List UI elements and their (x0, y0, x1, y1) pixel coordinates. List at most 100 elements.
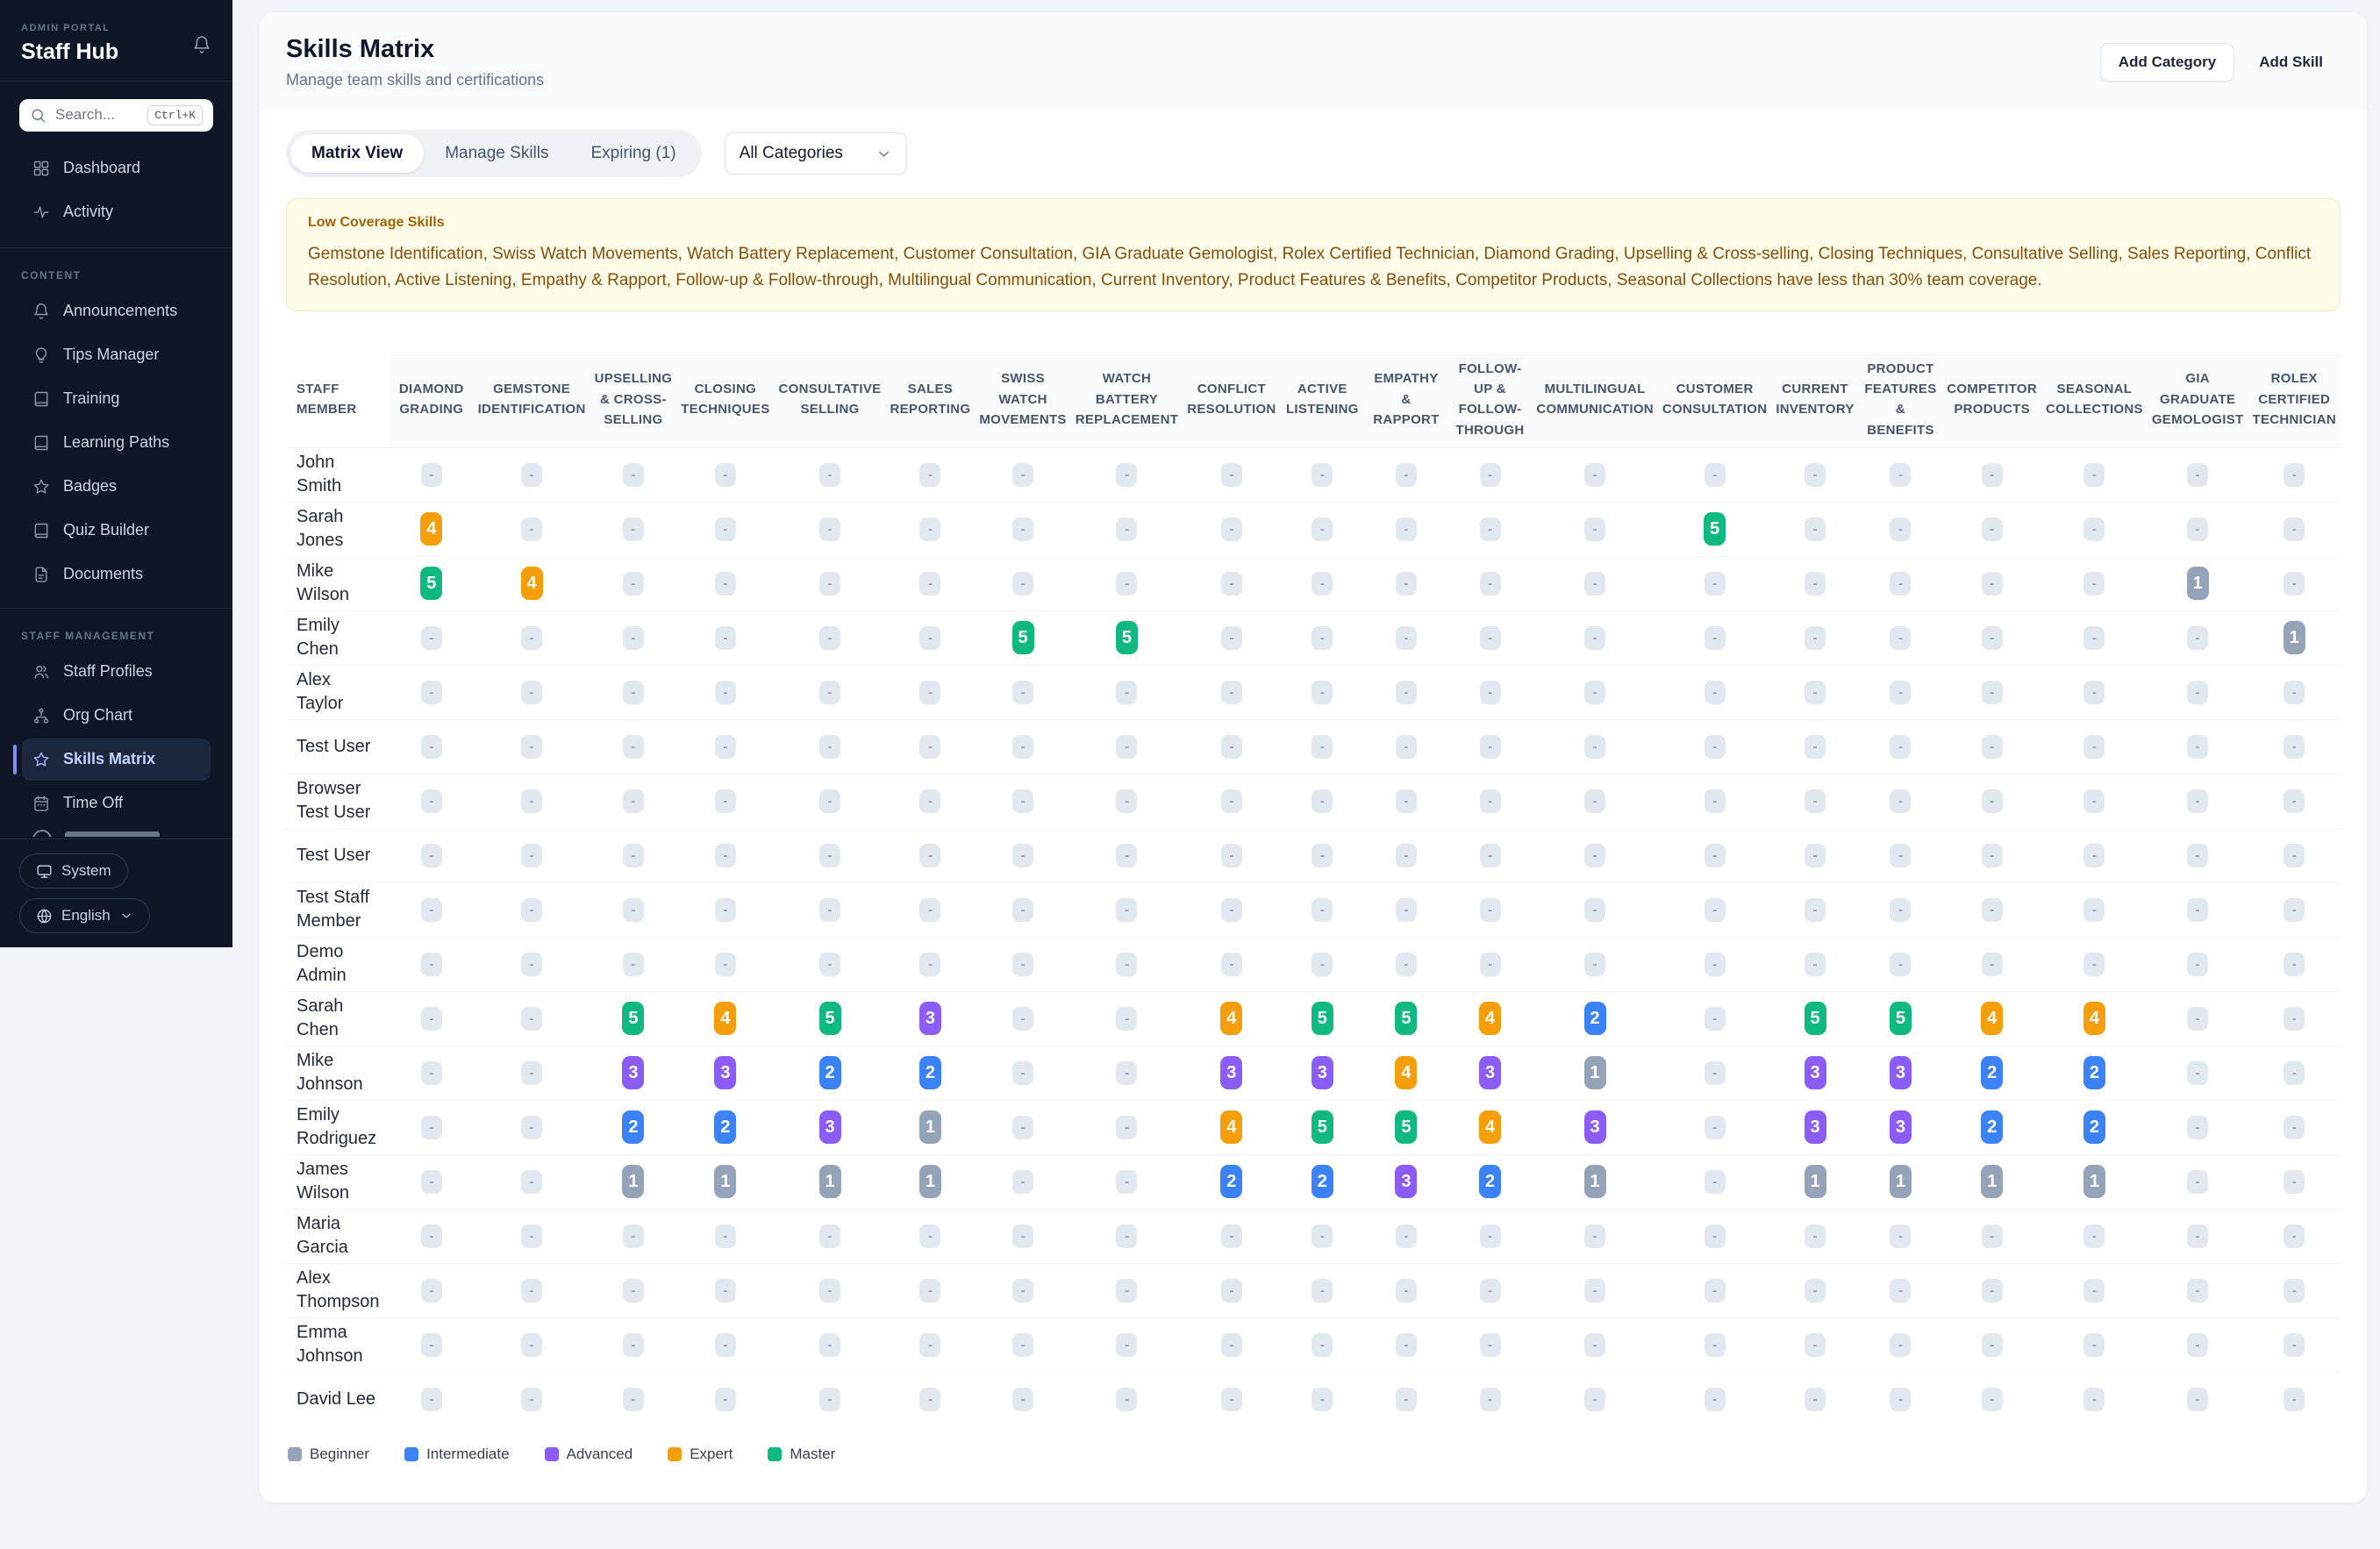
skill-level-badge[interactable]: 3 (1220, 1056, 1243, 1090)
empty-skill-badge[interactable]: - (1312, 571, 1333, 596)
sidebar-item-tips-manager[interactable]: Tips Manager (22, 334, 211, 376)
empty-skill-badge[interactable]: - (1479, 1387, 1501, 1411)
empty-skill-badge[interactable]: - (2187, 1224, 2209, 1248)
empty-skill-badge[interactable]: - (1395, 625, 1417, 650)
empty-skill-badge[interactable]: - (2187, 1332, 2209, 1357)
skill-level-badge[interactable]: 2 (2083, 1110, 2105, 1145)
empty-skill-badge[interactable]: - (1890, 789, 1912, 813)
empty-skill-badge[interactable]: - (919, 1387, 941, 1411)
empty-skill-badge[interactable]: - (1012, 1332, 1034, 1357)
empty-skill-badge[interactable]: - (1981, 952, 2003, 976)
empty-skill-badge[interactable]: - (1805, 625, 1826, 650)
empty-skill-badge[interactable]: - (1805, 734, 1826, 759)
empty-skill-badge[interactable]: - (819, 1278, 841, 1303)
empty-skill-badge[interactable]: - (1012, 1278, 1034, 1303)
empty-skill-badge[interactable]: - (521, 1006, 543, 1031)
empty-skill-badge[interactable]: - (1479, 462, 1501, 487)
empty-skill-badge[interactable]: - (919, 1332, 941, 1357)
empty-skill-badge[interactable]: - (1805, 1387, 1826, 1411)
skill-level-badge[interactable]: 1 (1583, 1165, 1606, 1199)
empty-skill-badge[interactable]: - (1220, 897, 1242, 922)
skill-level-badge[interactable]: 1 (818, 1165, 841, 1199)
empty-skill-badge[interactable]: - (2284, 1060, 2305, 1085)
empty-skill-badge[interactable]: - (1981, 680, 2003, 704)
empty-skill-badge[interactable]: - (2083, 625, 2105, 650)
search-input[interactable]: Search... Ctrl+K (19, 99, 213, 132)
empty-skill-badge[interactable]: - (1805, 517, 1826, 541)
empty-skill-badge[interactable]: - (2083, 1278, 2105, 1303)
skill-level-badge[interactable]: 4 (1479, 1002, 1502, 1036)
sidebar-item-learning-paths[interactable]: Learning Paths (22, 422, 211, 464)
empty-skill-badge[interactable]: - (1704, 680, 1726, 704)
empty-skill-badge[interactable]: - (2187, 680, 2209, 704)
empty-skill-badge[interactable]: - (1584, 680, 1606, 704)
tab-matrix-view[interactable]: Matrix View (290, 134, 425, 173)
skill-level-badge[interactable]: 3 (1804, 1056, 1826, 1090)
empty-skill-badge[interactable]: - (1116, 1115, 1138, 1139)
empty-skill-badge[interactable]: - (1981, 1278, 2003, 1303)
empty-skill-badge[interactable]: - (714, 625, 736, 650)
empty-skill-badge[interactable]: - (819, 517, 841, 541)
empty-skill-badge[interactable]: - (1584, 1278, 1606, 1303)
empty-skill-badge[interactable]: - (1704, 1224, 1726, 1248)
skill-level-badge[interactable]: 1 (918, 1165, 941, 1199)
empty-skill-badge[interactable]: - (1012, 734, 1034, 759)
empty-skill-badge[interactable]: - (1479, 789, 1501, 813)
empty-skill-badge[interactable]: - (2187, 1387, 2209, 1411)
empty-skill-badge[interactable]: - (420, 462, 442, 487)
skill-level-badge[interactable]: 2 (714, 1110, 737, 1145)
empty-skill-badge[interactable]: - (1805, 1224, 1826, 1248)
empty-skill-badge[interactable]: - (622, 843, 644, 867)
empty-skill-badge[interactable]: - (1116, 1278, 1138, 1303)
empty-skill-badge[interactable]: - (1395, 1387, 1417, 1411)
empty-skill-badge[interactable]: - (1805, 897, 1826, 922)
empty-skill-badge[interactable]: - (1220, 1278, 1242, 1303)
skill-level-badge[interactable]: 1 (714, 1165, 737, 1199)
empty-skill-badge[interactable]: - (2083, 1387, 2105, 1411)
empty-skill-badge[interactable]: - (819, 571, 841, 596)
empty-skill-badge[interactable]: - (2083, 789, 2105, 813)
sidebar-item-time-off[interactable]: Time Off (22, 782, 211, 824)
empty-skill-badge[interactable]: - (1395, 952, 1417, 976)
empty-skill-badge[interactable]: - (1890, 1387, 1912, 1411)
empty-skill-badge[interactable]: - (2284, 734, 2305, 759)
empty-skill-badge[interactable]: - (2284, 680, 2305, 704)
empty-skill-badge[interactable]: - (714, 1224, 736, 1248)
empty-skill-badge[interactable]: - (1584, 1332, 1606, 1357)
empty-skill-badge[interactable]: - (521, 897, 543, 922)
empty-skill-badge[interactable]: - (1116, 843, 1138, 867)
empty-skill-badge[interactable]: - (1312, 843, 1333, 867)
empty-skill-badge[interactable]: - (2187, 1115, 2209, 1139)
empty-skill-badge[interactable]: - (1220, 462, 1242, 487)
skill-level-badge[interactable]: 5 (1011, 621, 1034, 655)
empty-skill-badge[interactable]: - (1805, 1332, 1826, 1357)
empty-skill-badge[interactable]: - (714, 1332, 736, 1357)
empty-skill-badge[interactable]: - (622, 571, 644, 596)
empty-skill-badge[interactable]: - (1584, 462, 1606, 487)
empty-skill-badge[interactable]: - (2083, 517, 2105, 541)
empty-skill-badge[interactable]: - (1220, 517, 1242, 541)
notifications-bell-icon[interactable] (192, 35, 211, 54)
empty-skill-badge[interactable]: - (1981, 1332, 2003, 1357)
empty-skill-badge[interactable]: - (1805, 789, 1826, 813)
empty-skill-badge[interactable]: - (1312, 952, 1333, 976)
empty-skill-badge[interactable]: - (2284, 897, 2305, 922)
skill-level-badge[interactable]: 5 (1311, 1110, 1333, 1145)
empty-skill-badge[interactable]: - (2187, 462, 2209, 487)
empty-skill-badge[interactable]: - (1220, 1224, 1242, 1248)
empty-skill-badge[interactable]: - (819, 625, 841, 650)
empty-skill-badge[interactable]: - (1584, 843, 1606, 867)
empty-skill-badge[interactable]: - (1479, 952, 1501, 976)
sidebar-item-staff-profiles[interactable]: Staff Profiles (22, 651, 211, 693)
empty-skill-badge[interactable]: - (1704, 1060, 1726, 1085)
empty-skill-badge[interactable]: - (1479, 734, 1501, 759)
empty-skill-badge[interactable]: - (819, 789, 841, 813)
skill-level-badge[interactable]: 3 (1889, 1056, 1912, 1090)
empty-skill-badge[interactable]: - (1704, 1169, 1726, 1194)
empty-skill-badge[interactable]: - (2187, 1278, 2209, 1303)
skill-level-badge[interactable]: 2 (1583, 1002, 1606, 1036)
empty-skill-badge[interactable]: - (1312, 1278, 1333, 1303)
empty-skill-badge[interactable]: - (420, 1006, 442, 1031)
skill-level-badge[interactable]: 3 (1804, 1110, 1826, 1145)
empty-skill-badge[interactable]: - (622, 462, 644, 487)
